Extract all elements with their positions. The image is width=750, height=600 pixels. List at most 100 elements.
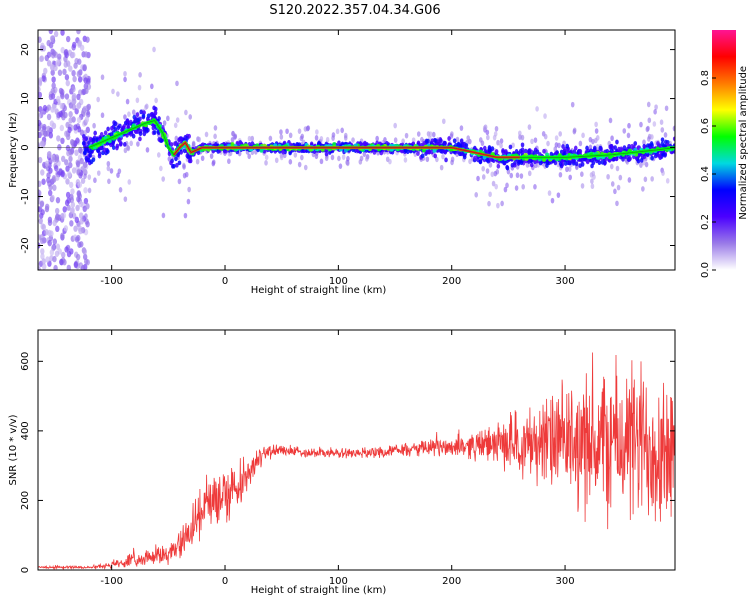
spectrogram-point: [48, 30, 53, 35]
spectrogram-point: [319, 136, 324, 142]
spectrogram-point: [40, 169, 45, 176]
spectrogram-point: [456, 142, 461, 147]
spectrogram-point: [527, 148, 531, 154]
spectrogram-point: [660, 127, 665, 133]
spectrogram-point: [47, 150, 52, 158]
spectrogram-point: [66, 150, 71, 157]
spectrogram-point: [49, 120, 55, 127]
spectrogram-point: [570, 101, 575, 108]
spectrogram-point: [585, 159, 590, 165]
spectrogram-point: [83, 77, 88, 84]
spectrogram-point: [65, 35, 71, 43]
spectrogram-point: [118, 187, 123, 193]
spectrogram-point: [346, 160, 350, 167]
spectrogram-point: [550, 197, 555, 204]
spectrogram-point: [264, 160, 268, 166]
spectrogram-point: [123, 76, 127, 83]
spectrogram-point: [135, 97, 140, 104]
spectrogram-ridge: [38, 118, 675, 159]
spectrogram-point: [85, 220, 90, 228]
spectrogram-point: [127, 179, 132, 185]
y-tick-label: 0: [20, 567, 31, 573]
spectrogram-point: [580, 183, 585, 189]
x-tick-label: 200: [442, 576, 461, 587]
spectrogram-point: [665, 178, 670, 184]
spectrogram-point: [428, 131, 433, 137]
spectrogram-point: [466, 135, 471, 141]
spectrogram-point: [79, 129, 85, 136]
spectrogram-point: [156, 152, 161, 158]
spectrogram-point: [519, 160, 524, 166]
spectrogram-point: [79, 157, 84, 165]
colorbar-ticks: 0.0 0.2 0.4 0.6 0.8: [700, 70, 716, 278]
spectrogram-point: [64, 159, 69, 166]
spectrogram-point: [106, 149, 110, 154]
spectrogram-point: [52, 238, 57, 245]
spectrogram-point: [70, 201, 76, 208]
spectrogram-point: [82, 63, 87, 71]
spectrogram-point: [136, 117, 140, 123]
spectrogram-point: [55, 243, 61, 250]
spectrogram-point: [57, 53, 62, 60]
spectrogram-point: [48, 189, 53, 197]
spectrogram-point: [488, 191, 492, 198]
spectrogram-point: [519, 173, 524, 179]
spectrogram-point: [75, 204, 80, 212]
spectrogram-point: [197, 136, 202, 143]
spectrogram-point: [182, 164, 186, 170]
spectrogram-point: [138, 131, 143, 137]
spectrogram-point: [82, 167, 87, 174]
spectrogram-point: [136, 141, 140, 147]
spectrogram-point: [340, 127, 344, 134]
spectrogram-point: [173, 141, 177, 147]
spectrogram-point: [54, 156, 60, 163]
spectrogram-point: [38, 105, 43, 113]
spectrogram-point: [76, 116, 82, 124]
spectrogram-point: [175, 162, 179, 168]
spectrogram-point: [71, 69, 76, 77]
spectrogram-point: [514, 185, 519, 191]
spectrogram-point: [67, 126, 72, 134]
spectrogram-point: [309, 141, 314, 147]
colorbar-tick-label: 0.8: [700, 70, 711, 86]
spectrogram-point: [48, 132, 54, 139]
spectrogram-point: [62, 68, 67, 76]
spectrogram-point: [488, 162, 493, 168]
spectrogram-point: [430, 138, 435, 144]
spectrogram-point: [383, 136, 387, 143]
spectrogram-point: [436, 139, 440, 144]
spectrogram-point: [520, 142, 525, 148]
spectrogram-point: [442, 118, 446, 125]
spectrogram-point: [647, 136, 651, 142]
spectrogram-point: [494, 149, 499, 154]
x-tick-label: 0: [222, 576, 228, 587]
y-tick-label: 0: [20, 144, 31, 150]
spectrogram-point: [325, 136, 330, 143]
spectrogram-point: [628, 156, 632, 162]
spectrogram-point: [581, 132, 585, 139]
spectrogram-point: [49, 249, 55, 256]
spectrogram-point: [83, 51, 89, 58]
spectrogram-point: [85, 126, 91, 134]
spectrogram-point: [335, 128, 340, 135]
spectrogram-point: [319, 158, 324, 165]
spectrogram-point: [113, 121, 118, 127]
spectrogram-point: [99, 132, 104, 137]
spectrogram-point: [80, 177, 86, 184]
spectrogram-point: [129, 140, 133, 147]
spectrogram-point: [247, 153, 252, 160]
spectrogram-point: [433, 153, 438, 159]
spectrogram-point: [622, 128, 627, 134]
spectrogram-point: [59, 124, 65, 132]
spectrogram-point: [123, 70, 127, 77]
spectrogram-point: [515, 172, 520, 179]
spectrogram-point: [75, 160, 81, 168]
spectrogram-point: [47, 239, 52, 247]
spectrogram-point: [179, 136, 184, 142]
spectrogram-point: [585, 145, 589, 151]
spectrogram-point: [78, 212, 84, 219]
spectrogram-point: [91, 137, 96, 143]
spectrogram-point: [73, 62, 78, 69]
